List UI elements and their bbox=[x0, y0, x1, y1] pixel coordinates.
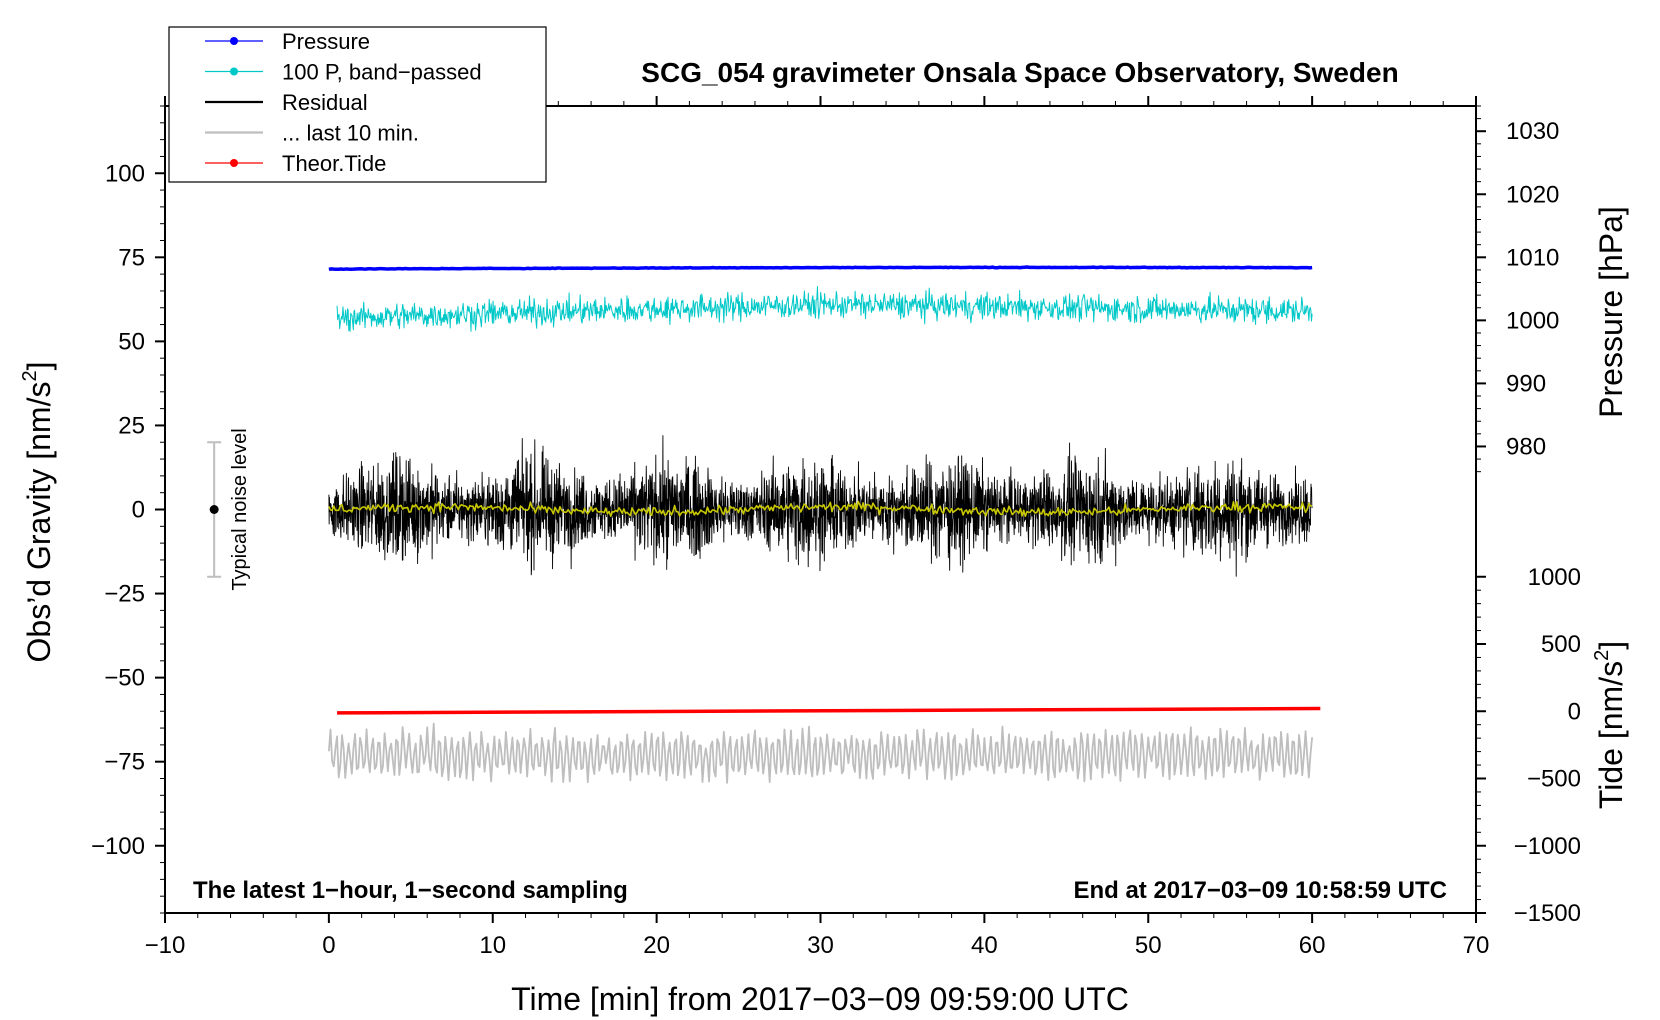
series-layer bbox=[327, 265, 1321, 784]
noise-level-indicator: Typical noise level bbox=[207, 428, 251, 591]
y-left-tick-label: 50 bbox=[118, 328, 145, 355]
annotation-end-time: End at 2017−03−09 10:58:59 UTC bbox=[1073, 877, 1447, 904]
series-last-10-min bbox=[327, 722, 1314, 784]
series-pressure bbox=[328, 265, 1313, 272]
axis-ticks: −10 0 10 20 30 40 50 60 701007550250−25−50−75−10… bbox=[91, 96, 1581, 959]
x-axis-title: Time [min] from 2017−03−09 09:59:00 UTC bbox=[511, 981, 1129, 1017]
x-tick-label: 50 bbox=[1135, 932, 1162, 959]
legend-label: Residual bbox=[282, 90, 368, 115]
legend-marker bbox=[230, 159, 238, 167]
y-left-tick-label: −75 bbox=[104, 749, 145, 776]
y-tide-tick-label: 1000 bbox=[1528, 564, 1581, 591]
y-axis-left-title-main: Obs’d Gravity [nm/s bbox=[21, 382, 57, 663]
x-tick-label: 10 bbox=[479, 932, 506, 959]
y-tide-tick-label: 500 bbox=[1541, 631, 1581, 658]
y-pressure-tick-label: 1020 bbox=[1506, 181, 1559, 208]
annotation-sampling: The latest 1−hour, 1−second sampling bbox=[193, 877, 628, 904]
x-tick-label: 20 bbox=[643, 932, 670, 959]
y-left-tick-label: −50 bbox=[104, 665, 145, 692]
legend-entries: Pressure 100 P, band−passed Residual ... la… bbox=[205, 29, 482, 176]
x-tick-label: 40 bbox=[971, 932, 998, 959]
legend-label: ... last 10 min. bbox=[282, 121, 419, 146]
y-tide-tick-label: −1500 bbox=[1514, 900, 1581, 927]
y-axis-tide-title-main: Tide [nm/s bbox=[1593, 661, 1629, 809]
y-left-tick-label: 0 bbox=[132, 497, 145, 524]
series-smoothed-residual bbox=[328, 500, 1313, 518]
y-pressure-tick-label: 1010 bbox=[1506, 244, 1559, 271]
y-tide-tick-label: −1000 bbox=[1514, 833, 1581, 860]
y-pressure-tick-label: 1030 bbox=[1506, 118, 1559, 145]
y-axis-left-title-sup: 2 bbox=[19, 370, 41, 381]
y-tide-tick-label: 0 bbox=[1568, 698, 1581, 725]
x-tick-label: −10 bbox=[145, 932, 186, 959]
noise-level-label: Typical noise level bbox=[229, 428, 251, 590]
y-left-tick-label: −25 bbox=[104, 581, 145, 608]
x-tick-label: 70 bbox=[1463, 932, 1490, 959]
y-axis-tide-title: Tide [nm/s2] bbox=[1591, 641, 1629, 809]
y-tide-tick-label: −500 bbox=[1527, 766, 1581, 793]
series-band-passed-pressure bbox=[336, 286, 1313, 332]
legend-label: Pressure bbox=[282, 29, 370, 54]
legend-label: Theor.Tide bbox=[282, 151, 386, 176]
y-pressure-tick-label: 990 bbox=[1506, 370, 1546, 397]
noise-level-dot bbox=[209, 505, 219, 514]
chart-title: SCG_054 gravimeter Onsala Space Observat… bbox=[641, 57, 1398, 88]
series-theoretical-tide bbox=[337, 706, 1321, 715]
legend: Pressure 100 P, band−passed Residual ... la… bbox=[168, 26, 547, 183]
y-left-tick-label: 100 bbox=[105, 160, 145, 187]
y-axis-tide-title-close: ] bbox=[1593, 641, 1629, 650]
series-residual bbox=[328, 435, 1313, 577]
y-left-tick-label: 25 bbox=[118, 412, 145, 439]
legend-marker bbox=[230, 67, 238, 76]
x-tick-label: 0 bbox=[322, 932, 335, 959]
y-axis-tide-title-sup: 2 bbox=[1591, 650, 1613, 661]
y-pressure-tick-label: 980 bbox=[1506, 433, 1546, 460]
y-axis-left-title: Obs’d Gravity [nm/s2] bbox=[19, 362, 57, 663]
y-axis-pressure-title: Pressure [hPa] bbox=[1593, 206, 1629, 418]
x-tick-label: 60 bbox=[1299, 932, 1326, 959]
legend-label: 100 P, band−passed bbox=[282, 60, 482, 85]
y-left-tick-label: −100 bbox=[91, 833, 145, 860]
legend-box bbox=[168, 26, 547, 183]
y-axis-left-title-close: ] bbox=[21, 362, 57, 371]
y-pressure-tick-label: 1000 bbox=[1506, 307, 1559, 334]
x-tick-label: 30 bbox=[807, 932, 834, 959]
y-left-tick-label: 75 bbox=[118, 244, 145, 271]
legend-marker bbox=[230, 37, 238, 45]
